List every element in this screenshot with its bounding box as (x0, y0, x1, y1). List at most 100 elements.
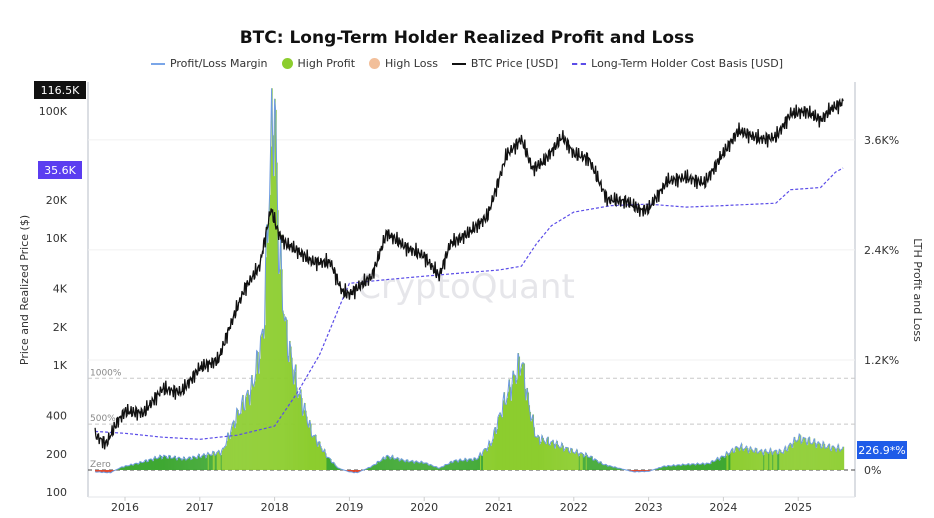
margin-bar (372, 465, 374, 470)
margin-bar (613, 467, 615, 470)
margin-bar (120, 467, 122, 470)
margin-bar (475, 458, 477, 470)
margin-bar (463, 460, 465, 470)
margin-bar (122, 466, 124, 470)
margin-bar (257, 352, 259, 470)
margin-bar (684, 464, 686, 470)
legend-item-margin[interactable]: Profit/Loss Margin (150, 57, 268, 70)
margin-bar (134, 463, 137, 470)
y-right-tick-label: 0% (864, 464, 881, 477)
margin-bar (660, 467, 662, 470)
margin-bar (325, 453, 327, 470)
margin-bar (666, 466, 668, 470)
cost-basis-badge: 35.6K (44, 164, 76, 177)
margin-bar (486, 448, 488, 470)
margin-bar (839, 448, 841, 470)
margin-bar (533, 427, 536, 470)
margin-bar (420, 462, 422, 470)
margin-bar (681, 465, 683, 470)
margin-bar (771, 451, 773, 470)
margin-bar (645, 470, 647, 472)
margin-bar (554, 448, 556, 470)
margin-bar (445, 464, 447, 470)
margin-bar (324, 449, 326, 470)
margin-bar (795, 440, 797, 470)
margin-bar (571, 448, 573, 470)
margin-bar (280, 234, 282, 470)
margin-bar (837, 448, 839, 470)
legend-item-high-loss[interactable]: High Loss (369, 57, 438, 70)
margin-bar (674, 465, 676, 470)
margin-bar (789, 444, 791, 470)
margin-bar (380, 461, 382, 470)
margin-bar (225, 445, 227, 470)
margin-bar (375, 464, 377, 470)
margin-bar (671, 466, 673, 470)
margin-bar (708, 463, 710, 470)
margin-bar (521, 363, 524, 470)
margin-bar (232, 422, 234, 470)
margin-bar (154, 456, 157, 470)
margin-bar (295, 364, 297, 470)
margin-bar (778, 453, 780, 470)
margin-bar (199, 457, 201, 470)
margin-bar (155, 458, 158, 470)
margin-bar (576, 449, 578, 470)
margin-bar (479, 455, 481, 470)
margin-bar (813, 442, 815, 470)
margin-bar (294, 371, 296, 470)
margin-bar (444, 465, 446, 470)
margin-bar (173, 457, 175, 470)
margin-bar (504, 404, 507, 470)
margin-bar (304, 403, 306, 470)
margin-bar (693, 463, 695, 470)
margin-bar (441, 466, 443, 470)
legend-item-cost-basis[interactable]: Long-Term Holder Cost Basis [USD] (572, 57, 783, 70)
margin-bar (676, 465, 678, 470)
margin-badge: 226.9*% (858, 444, 905, 457)
margin-bar (508, 379, 511, 470)
x-tick-label: 2020 (410, 501, 438, 514)
margin-bar (135, 463, 138, 470)
margin-bar (840, 451, 842, 470)
margin-bar (468, 460, 470, 470)
margin-bar (209, 454, 211, 470)
margin-bar (690, 465, 692, 470)
legend-item-btc-price[interactable]: BTC Price [USD] (451, 57, 559, 70)
legend-label: BTC Price [USD] (470, 57, 559, 70)
margin-bar (696, 463, 698, 470)
margin-bar (582, 454, 584, 470)
margin-bar (268, 222, 270, 470)
margin-bar (336, 466, 338, 470)
y-left-tick-label: 400 (46, 410, 67, 423)
y-right-tick-label: 2.4K% (864, 244, 899, 257)
margin-bar (590, 456, 592, 470)
margin-bar (796, 441, 798, 470)
margin-bar (129, 464, 132, 470)
legend-item-high-profit[interactable]: High Profit (281, 57, 355, 70)
margin-bar (669, 465, 671, 470)
margin-bar (238, 415, 240, 470)
margin-bar (302, 415, 304, 470)
margin-bar (311, 435, 313, 470)
margin-bar (149, 459, 152, 470)
margin-bar (589, 457, 591, 470)
margin-bar (411, 461, 413, 470)
margin-bar (284, 321, 286, 470)
margin-bar (808, 438, 810, 470)
margin-bar (526, 387, 529, 470)
margin-bar (541, 435, 543, 470)
margin-bar (577, 453, 579, 470)
margin-bar (491, 445, 493, 470)
margin-bar (698, 464, 700, 470)
margin-bar (629, 470, 631, 472)
margin-bar (706, 463, 708, 470)
margin-bar (509, 387, 512, 470)
margin-bar (809, 437, 811, 470)
margin-bar (538, 436, 540, 470)
margin-bar (616, 467, 618, 470)
margin-bar (473, 460, 475, 470)
margin-bar (191, 459, 193, 470)
margin-bar (699, 464, 701, 470)
margin-bar (633, 470, 635, 472)
